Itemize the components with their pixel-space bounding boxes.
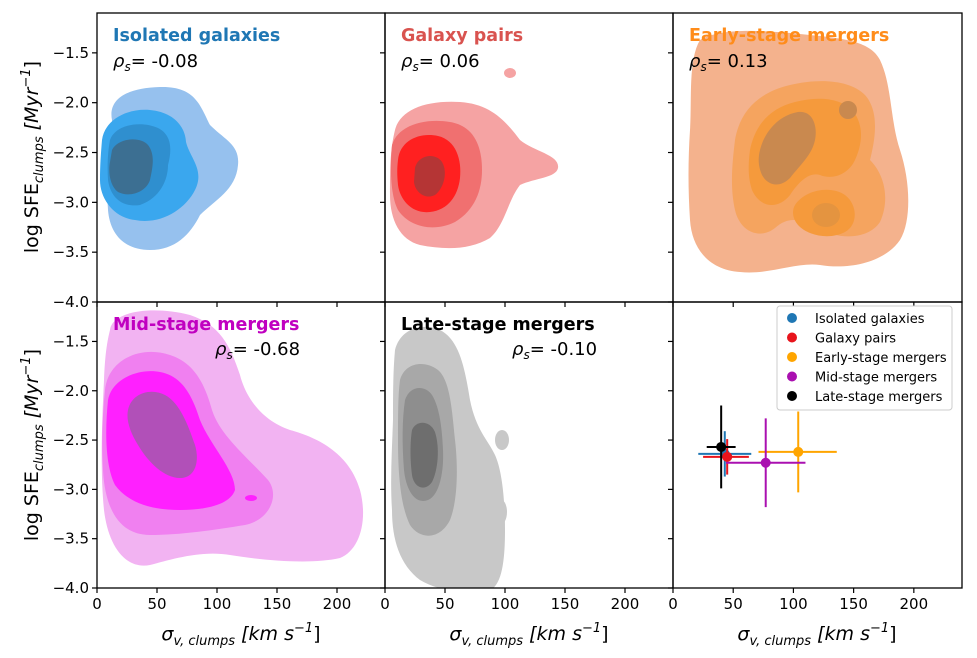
legend-label: Late-stage mergers <box>815 390 943 405</box>
panel-title-early: Early-stage mergers <box>689 26 889 46</box>
summary-scatter <box>698 405 837 508</box>
xlabel-middle: σv, clumps [km s−1] <box>449 621 608 649</box>
xtick-label: 200 <box>611 595 640 613</box>
scatter-point <box>793 446 804 457</box>
contour-mid-island <box>245 495 257 501</box>
contour-late-level4 <box>410 422 438 488</box>
scatter-point <box>716 441 727 452</box>
panel-late-contours <box>391 326 509 588</box>
contour-late-island2 <box>493 499 507 525</box>
contour-early-peak3 <box>812 203 840 227</box>
ytick-label: −3.0 <box>53 193 89 211</box>
ytick-label: −3.0 <box>53 480 89 498</box>
contour-pairs-level4 <box>414 156 445 197</box>
ytick-label: −2.0 <box>53 382 89 400</box>
contour-late-island1 <box>495 430 509 450</box>
xlabel-left: σv, clumps [km s−1] <box>161 621 320 649</box>
panel-title-late: Late-stage mergers <box>401 315 595 335</box>
xtick-label: 100 <box>779 595 808 613</box>
legend-label: Mid-stage mergers <box>815 371 937 386</box>
contour-pairs-island <box>504 68 516 78</box>
axis-ticks: −4.0 −3.5 −3.0 −2.5 −2.0 −1.5 −4.0 −3.5 −3.0 −2.5… <box>53 44 929 613</box>
ytick-label: −3.5 <box>53 530 89 548</box>
xtick-label: 50 <box>435 595 454 613</box>
panel-title-pairs: Galaxy pairs <box>401 26 523 46</box>
xtick-label: 50 <box>724 595 743 613</box>
xtick-label: 150 <box>839 595 868 613</box>
panel-mid-contours <box>101 310 364 566</box>
ytick-label: −2.5 <box>53 431 89 449</box>
ylabel-top: log SFEclumps [Myr−1] <box>19 61 47 253</box>
legend-label: Isolated galaxies <box>815 312 925 327</box>
panel-pairs-contours <box>390 68 559 249</box>
contour-early-level4 <box>758 111 816 185</box>
ytick-label: −4.0 <box>53 579 89 597</box>
rho-label-early: ρs= 0.13 <box>689 51 768 74</box>
ytick-label: −1.5 <box>53 332 89 350</box>
contour-early-peak2 <box>839 101 857 119</box>
xlabel-right: σv, clumps [km s−1] <box>737 621 896 649</box>
xtick-label: 0 <box>92 595 102 613</box>
legend-frame <box>776 305 953 411</box>
xtick-label: 50 <box>147 595 166 613</box>
panel-early-contours <box>688 30 909 273</box>
scatter-point <box>722 451 733 462</box>
xtick-label: 200 <box>900 595 929 613</box>
xtick-label: 150 <box>263 595 292 613</box>
ytick-label: −2.0 <box>53 94 89 112</box>
xtick-label: 0 <box>668 595 678 613</box>
xtick-label: 200 <box>323 595 352 613</box>
legend-marker <box>787 391 797 401</box>
legend-label: Galaxy pairs <box>815 332 896 347</box>
xtick-label: 100 <box>491 595 520 613</box>
ylabel-bottom: log SFEclumps [Myr−1] <box>19 349 47 541</box>
ytick-label: −4.0 <box>53 293 89 311</box>
rho-label-mid: ρs= -0.68 <box>215 339 300 362</box>
contour-isolated-level4 <box>109 139 153 195</box>
legend-label: Early-stage mergers <box>815 351 947 366</box>
rho-label-pairs: ρs= 0.06 <box>401 51 480 74</box>
legend-marker <box>787 332 797 343</box>
xtick-label: 150 <box>551 595 580 613</box>
legend: Isolated galaxies Galaxy pairs Early-stage… <box>776 305 953 411</box>
legend-marker <box>787 371 797 382</box>
legend-marker <box>787 352 797 362</box>
ytick-label: −3.5 <box>53 243 89 261</box>
ytick-label: −1.5 <box>53 44 89 62</box>
rho-label-isolated: ρs= -0.08 <box>113 51 198 74</box>
axes-frame-summary <box>672 301 963 589</box>
rho-label-late: ρs= -0.10 <box>512 339 597 362</box>
xtick-label: 0 <box>380 595 390 613</box>
panel-title-mid: Mid-stage mergers <box>113 315 299 335</box>
panel-title-isolated: Isolated galaxies <box>113 26 280 46</box>
scatter-point <box>760 457 771 468</box>
contour-mid-level4 <box>127 391 197 478</box>
ytick-label: −2.5 <box>53 144 89 162</box>
xtick-label: 100 <box>203 595 232 613</box>
legend-marker <box>787 313 797 323</box>
panel-isolated-contours <box>100 86 239 251</box>
